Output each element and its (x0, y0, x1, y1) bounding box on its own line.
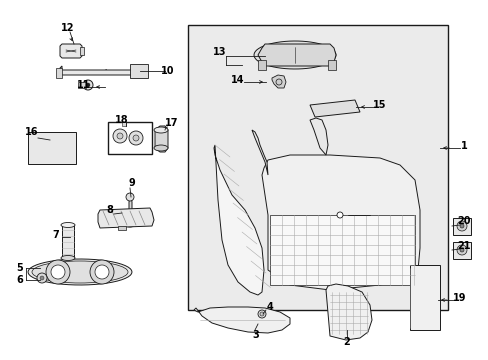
Bar (452, 242, 470, 259)
Circle shape (51, 265, 65, 279)
Polygon shape (129, 197, 132, 225)
Polygon shape (62, 225, 74, 258)
Bar (187, 25, 447, 310)
Bar (409, 265, 439, 330)
Bar (452, 218, 470, 235)
Text: 21: 21 (456, 241, 470, 251)
Polygon shape (80, 47, 84, 55)
Polygon shape (309, 100, 359, 117)
Circle shape (459, 248, 463, 252)
Bar (28, 132, 76, 164)
Circle shape (133, 135, 139, 141)
Ellipse shape (61, 222, 75, 228)
Polygon shape (271, 75, 285, 88)
Circle shape (456, 221, 466, 231)
Text: 7: 7 (53, 230, 59, 240)
Ellipse shape (61, 256, 75, 261)
Circle shape (129, 131, 142, 145)
Text: 18: 18 (115, 115, 128, 125)
Polygon shape (251, 130, 267, 175)
Text: 20: 20 (456, 216, 470, 226)
Text: 8: 8 (106, 205, 113, 215)
Text: 17: 17 (165, 118, 179, 128)
Polygon shape (130, 64, 148, 78)
Polygon shape (214, 145, 264, 295)
Polygon shape (28, 259, 132, 285)
Ellipse shape (32, 261, 128, 283)
Text: 5: 5 (17, 263, 23, 273)
Circle shape (258, 310, 265, 318)
Text: 10: 10 (161, 66, 174, 76)
Circle shape (86, 83, 90, 87)
Text: 1: 1 (460, 141, 467, 151)
Ellipse shape (154, 145, 168, 151)
Text: 15: 15 (372, 100, 386, 110)
Text: 2: 2 (343, 337, 350, 347)
Circle shape (456, 245, 466, 255)
Polygon shape (60, 44, 82, 58)
Bar (108, 122, 152, 154)
Text: 16: 16 (25, 127, 39, 137)
Circle shape (117, 133, 123, 139)
Circle shape (37, 273, 47, 283)
Circle shape (95, 265, 109, 279)
Polygon shape (325, 284, 371, 340)
Polygon shape (56, 68, 62, 78)
Polygon shape (155, 126, 168, 152)
Ellipse shape (154, 127, 168, 133)
Polygon shape (254, 41, 335, 69)
Text: 3: 3 (252, 330, 259, 340)
Circle shape (126, 193, 134, 201)
Polygon shape (309, 118, 327, 155)
Text: 4: 4 (266, 302, 273, 312)
Text: 11: 11 (77, 80, 91, 90)
Polygon shape (258, 44, 335, 66)
Circle shape (83, 80, 93, 90)
Circle shape (113, 129, 127, 143)
Text: 13: 13 (213, 47, 226, 57)
Circle shape (40, 276, 44, 280)
Polygon shape (269, 215, 414, 285)
Circle shape (336, 212, 342, 218)
Text: 6: 6 (17, 275, 23, 285)
Text: 14: 14 (231, 75, 244, 85)
Polygon shape (262, 155, 419, 290)
Circle shape (46, 260, 70, 284)
Polygon shape (118, 226, 126, 230)
Circle shape (459, 224, 463, 228)
Text: 19: 19 (452, 293, 466, 303)
Polygon shape (122, 122, 126, 126)
Circle shape (90, 260, 114, 284)
Polygon shape (98, 208, 154, 228)
Polygon shape (78, 82, 86, 88)
Bar (327, 60, 335, 70)
Bar (258, 60, 265, 70)
Text: 9: 9 (128, 178, 135, 188)
Polygon shape (194, 307, 289, 333)
Circle shape (260, 312, 264, 316)
Circle shape (275, 79, 282, 85)
Polygon shape (60, 66, 140, 75)
Text: 12: 12 (61, 23, 75, 33)
